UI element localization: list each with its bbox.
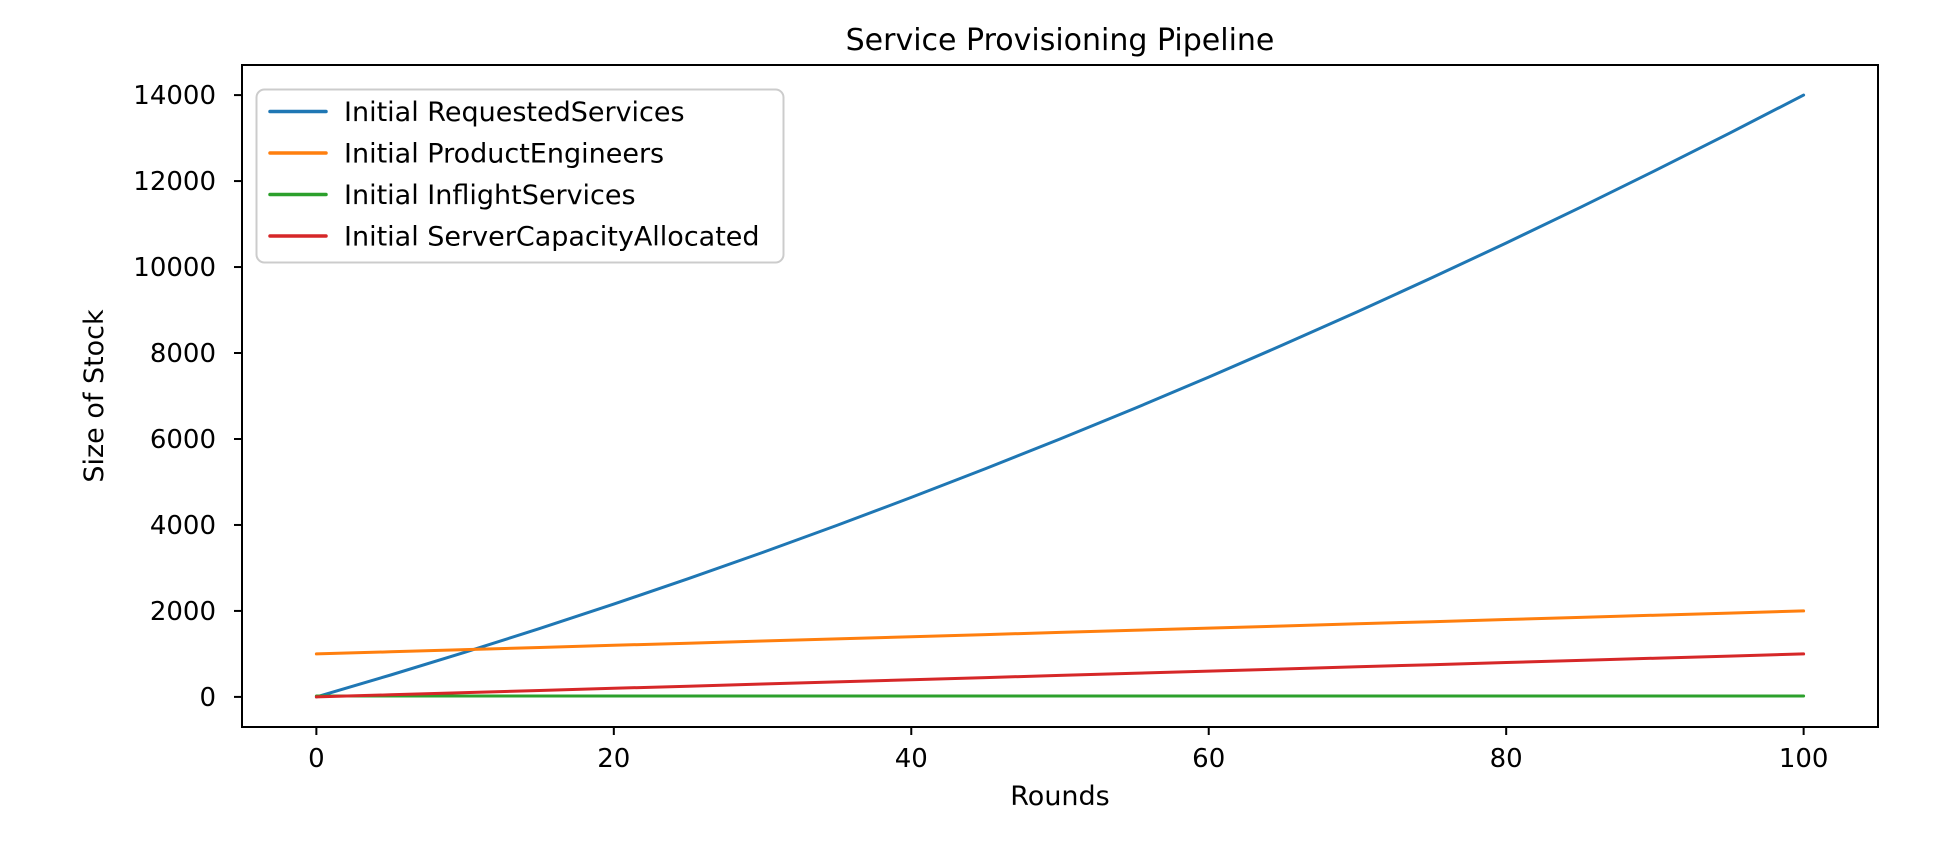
y-tick-label: 10000 bbox=[133, 253, 216, 283]
series-line-initial-servercapacityallocated bbox=[314, 652, 1806, 699]
legend-label: Initial ServerCapacityAllocated bbox=[344, 222, 760, 253]
y-axis-ticks: 0 2000 4000 6000 8000 10000 12000 14000 bbox=[133, 81, 242, 713]
legend-box bbox=[255, 88, 785, 264]
x-tick-label: 0 bbox=[308, 744, 325, 774]
y-tick-label: 0 bbox=[199, 683, 216, 713]
x-tick-label: 40 bbox=[895, 744, 928, 774]
y-axis-label: Size of Stock bbox=[79, 309, 110, 483]
series-line-initial-requestedservices bbox=[314, 93, 1806, 699]
chart-title: Service Provisioning Pipeline bbox=[846, 23, 1275, 58]
series-lines bbox=[314, 93, 1806, 699]
legend: Initial RequestedServices Initial Product… bbox=[255, 88, 785, 264]
x-axis-label: Rounds bbox=[1010, 781, 1110, 812]
legend-label: Initial RequestedServices bbox=[344, 97, 685, 128]
x-tick-label: 60 bbox=[1192, 744, 1225, 774]
y-tick-label: 6000 bbox=[150, 425, 216, 455]
x-axis-ticks: 0 20 40 60 80 100 bbox=[308, 727, 1828, 774]
x-tick-label: 20 bbox=[597, 744, 630, 774]
legend-label: Initial InflightServices bbox=[344, 180, 636, 211]
x-tick-label: 80 bbox=[1490, 744, 1523, 774]
legend-item: Initial ServerCapacityAllocated bbox=[268, 222, 760, 253]
y-tick-label: 2000 bbox=[150, 597, 216, 627]
plot-area bbox=[241, 64, 1879, 728]
legend-label: Initial ProductEngineers bbox=[344, 139, 664, 170]
y-tick-label: 12000 bbox=[133, 167, 216, 197]
legend-item: Initial InflightServices bbox=[268, 180, 636, 211]
y-tick-label: 4000 bbox=[150, 511, 216, 541]
series-line-initial-productengineers bbox=[314, 609, 1806, 656]
legend-item: Initial ProductEngineers bbox=[268, 139, 664, 170]
x-tick-label: 100 bbox=[1779, 744, 1829, 774]
legend-item: Initial RequestedServices bbox=[268, 97, 685, 128]
y-tick-label: 8000 bbox=[150, 339, 216, 369]
y-tick-label: 14000 bbox=[133, 81, 216, 111]
